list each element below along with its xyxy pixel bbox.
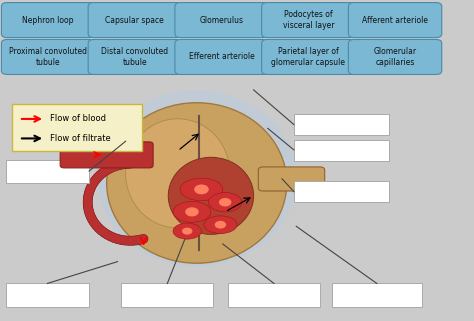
Ellipse shape <box>180 178 223 201</box>
FancyBboxPatch shape <box>294 181 389 202</box>
FancyBboxPatch shape <box>60 142 153 168</box>
FancyBboxPatch shape <box>1 39 95 74</box>
FancyBboxPatch shape <box>332 283 422 307</box>
Circle shape <box>194 185 209 194</box>
FancyBboxPatch shape <box>348 3 442 38</box>
Text: Glomerulus: Glomerulus <box>200 15 244 25</box>
Text: Distal convoluted
tubule: Distal convoluted tubule <box>101 47 168 67</box>
FancyBboxPatch shape <box>88 39 182 74</box>
Circle shape <box>185 207 199 216</box>
Ellipse shape <box>168 157 254 234</box>
FancyBboxPatch shape <box>294 140 389 160</box>
FancyBboxPatch shape <box>1 3 95 38</box>
Ellipse shape <box>107 103 287 263</box>
FancyBboxPatch shape <box>175 39 268 74</box>
Circle shape <box>219 198 231 206</box>
Ellipse shape <box>173 202 211 222</box>
Ellipse shape <box>126 119 230 228</box>
FancyBboxPatch shape <box>262 39 355 74</box>
Circle shape <box>215 221 226 229</box>
FancyBboxPatch shape <box>6 283 89 307</box>
Ellipse shape <box>97 90 296 266</box>
Text: Efferent arteriole: Efferent arteriole <box>189 52 255 62</box>
Circle shape <box>182 228 192 235</box>
Text: Parietal layer of
glomerular capsule: Parietal layer of glomerular capsule <box>271 47 346 67</box>
Text: Proximal convoluted
tubule: Proximal convoluted tubule <box>9 47 87 67</box>
FancyBboxPatch shape <box>228 283 320 307</box>
FancyBboxPatch shape <box>294 114 389 135</box>
FancyBboxPatch shape <box>262 3 355 38</box>
Text: Podocytes of
visceral layer: Podocytes of visceral layer <box>283 10 334 30</box>
FancyBboxPatch shape <box>88 3 182 38</box>
FancyBboxPatch shape <box>121 283 213 307</box>
Text: Flow of filtrate: Flow of filtrate <box>50 134 110 143</box>
FancyBboxPatch shape <box>348 39 442 74</box>
Ellipse shape <box>209 193 242 212</box>
Text: Flow of blood: Flow of blood <box>50 114 106 124</box>
FancyBboxPatch shape <box>175 3 268 38</box>
Text: Nephron loop: Nephron loop <box>22 15 74 25</box>
FancyBboxPatch shape <box>12 104 142 151</box>
Ellipse shape <box>173 223 201 239</box>
Text: Glomerular
capillaries: Glomerular capillaries <box>374 47 417 67</box>
Text: Afferent arteriole: Afferent arteriole <box>362 15 428 25</box>
Ellipse shape <box>204 216 237 234</box>
FancyBboxPatch shape <box>258 167 325 191</box>
FancyBboxPatch shape <box>6 160 89 183</box>
Text: Capsular space: Capsular space <box>106 15 164 25</box>
